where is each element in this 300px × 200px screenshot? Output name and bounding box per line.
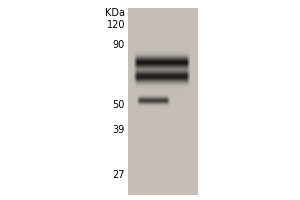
Text: 120: 120 bbox=[106, 20, 125, 30]
Text: KDa: KDa bbox=[105, 8, 125, 18]
Text: 39: 39 bbox=[113, 125, 125, 135]
Text: 27: 27 bbox=[112, 170, 125, 180]
Text: 90: 90 bbox=[113, 40, 125, 50]
Text: 50: 50 bbox=[112, 100, 125, 110]
